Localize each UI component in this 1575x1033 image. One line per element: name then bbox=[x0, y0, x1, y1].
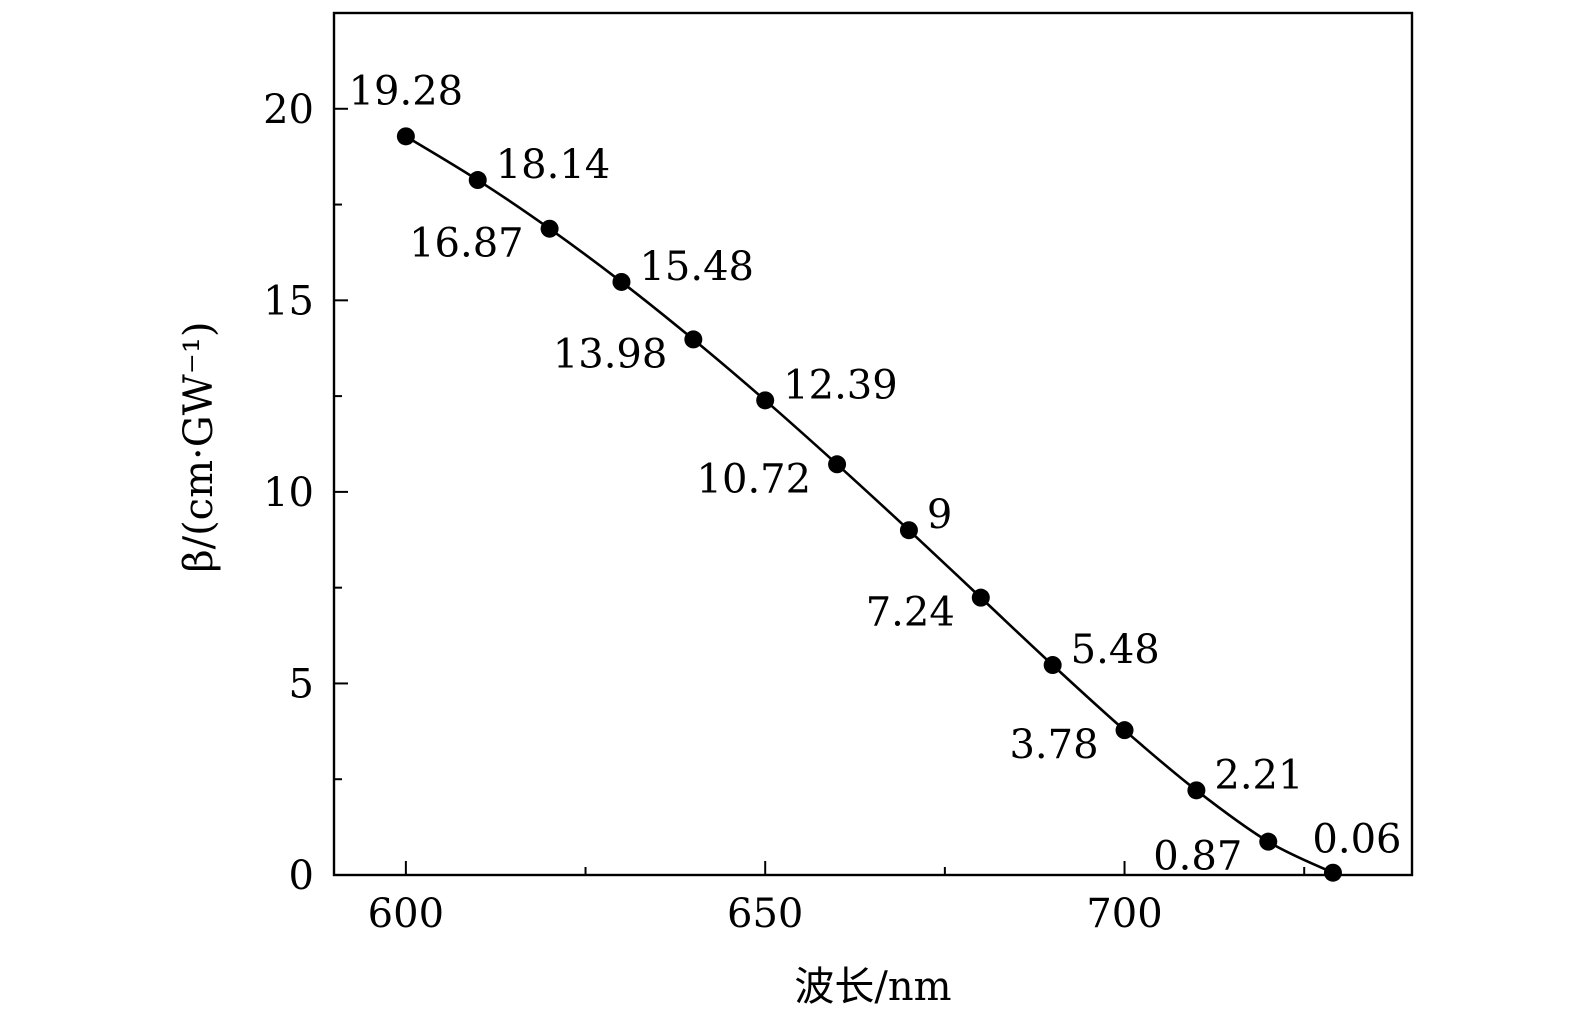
data-label: 9 bbox=[927, 492, 952, 538]
data-point bbox=[468, 171, 487, 190]
data-label: 3.78 bbox=[1009, 722, 1098, 768]
data-point bbox=[396, 127, 415, 146]
x-tick-label: 650 bbox=[727, 891, 803, 937]
data-labels: 19.28 18.14 16.87 15.48 13.98 12.39 10.72 9 7.24… bbox=[349, 68, 1402, 879]
data-point bbox=[828, 455, 847, 474]
x-tick-label: 700 bbox=[1086, 891, 1162, 937]
y-tick-label: 15 bbox=[263, 278, 314, 324]
data-point bbox=[756, 391, 775, 410]
data-point bbox=[899, 521, 918, 540]
data-point bbox=[1043, 656, 1062, 675]
data-label: 0.06 bbox=[1312, 817, 1401, 863]
axis-tick-labels: 600 650 700 0 5 10 15 20 bbox=[263, 87, 1163, 937]
y-axis-title: β/(cm·GW⁻¹) bbox=[176, 321, 222, 572]
plot-frame bbox=[332, 11, 1414, 877]
data-label: 16.87 bbox=[409, 221, 524, 267]
x-tick-label: 600 bbox=[368, 891, 444, 937]
axis-ticks bbox=[334, 12, 1306, 876]
data-label: 19.28 bbox=[349, 68, 464, 114]
data-point bbox=[1323, 863, 1342, 882]
data-label: 12.39 bbox=[783, 362, 898, 408]
data-point bbox=[612, 272, 631, 291]
data-label: 5.48 bbox=[1071, 627, 1160, 673]
x-axis-title: 波长/nm bbox=[794, 964, 951, 1010]
data-point bbox=[1259, 832, 1278, 851]
data-point bbox=[971, 588, 990, 607]
data-point bbox=[1115, 721, 1134, 740]
data-points bbox=[396, 127, 1342, 882]
y-tick-label: 0 bbox=[289, 853, 314, 899]
y-tick-label: 5 bbox=[289, 661, 314, 707]
data-label: 15.48 bbox=[639, 244, 754, 290]
data-point bbox=[684, 330, 703, 349]
data-point bbox=[1187, 781, 1206, 800]
y-tick-label: 20 bbox=[263, 87, 314, 133]
data-label: 0.87 bbox=[1153, 834, 1242, 880]
data-point bbox=[540, 219, 559, 238]
data-label: 18.14 bbox=[496, 142, 611, 188]
data-label: 7.24 bbox=[866, 590, 955, 636]
series-line bbox=[405, 135, 1334, 874]
y-tick-label: 10 bbox=[263, 470, 314, 516]
data-label: 10.72 bbox=[697, 456, 812, 502]
data-label: 13.98 bbox=[553, 331, 668, 377]
data-label: 2.21 bbox=[1214, 752, 1303, 798]
